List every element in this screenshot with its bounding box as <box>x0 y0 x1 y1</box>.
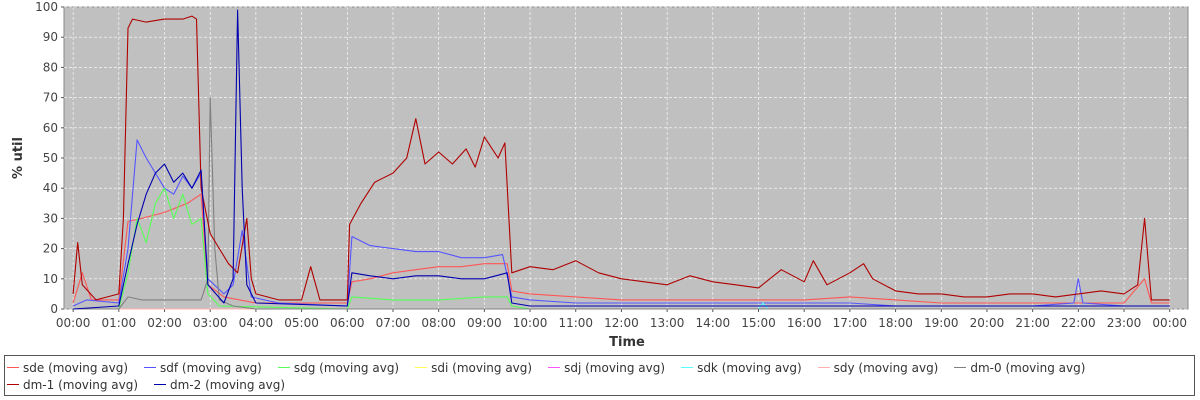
legend-label: dm-0 (moving avg) <box>970 360 1086 375</box>
series-line <box>73 9 1170 310</box>
series-line <box>73 97 1170 310</box>
legend-label: sdy (moving avg) <box>833 360 939 375</box>
legend-item: sdj (moving avg) <box>548 359 665 376</box>
y-tick-label: 20 <box>43 242 58 256</box>
y-tick-label: 90 <box>43 30 58 44</box>
x-tick-label: 03:00 <box>193 316 228 330</box>
legend-item: sdf (moving avg) <box>144 359 262 376</box>
x-tick-label: 22:00 <box>1061 316 1096 330</box>
legend-label: dm-1 (moving avg) <box>23 377 139 392</box>
series-line <box>72 193 1170 304</box>
legend-swatch <box>548 367 561 368</box>
x-tick-label: 20:00 <box>970 316 1005 330</box>
x-tick-label: 01:00 <box>102 316 137 330</box>
x-tick-label: 10:00 <box>513 316 548 330</box>
x-tick-label: 14:00 <box>696 316 731 330</box>
legend-item: sdg (moving avg) <box>277 359 400 376</box>
legend-swatch <box>415 367 428 368</box>
x-tick-label: 21:00 <box>1015 316 1050 330</box>
legend-item: sdy (moving avg) <box>817 359 939 376</box>
x-tick-label: 23:00 <box>1107 316 1142 330</box>
legend-swatch <box>681 367 694 368</box>
legend-swatch <box>154 384 167 385</box>
legend-label: sdg (moving avg) <box>293 360 400 375</box>
x-tick-label: 17:00 <box>833 316 868 330</box>
x-tick-label: 18:00 <box>878 316 913 330</box>
x-axis: 00:00 01:00 02:00 03:00 04:00 05:00 06:00 07:00… <box>56 309 1187 330</box>
legend-item: dm-1 (moving avg) <box>7 376 138 393</box>
legend-item: dm-0 (moving avg) <box>954 359 1085 376</box>
x-tick-label: 19:00 <box>924 316 959 330</box>
y-tick-label: 10 <box>43 272 58 286</box>
y-tick-label: 70 <box>43 91 58 105</box>
y-tick-label: 0 <box>50 302 58 316</box>
line-chart: 0 10 20 30 40 50 60 70 80 90 100 00:00 01:00 02:00 03… <box>11 0 1189 350</box>
x-axis-label: Time <box>609 335 645 350</box>
legend-swatch <box>817 367 830 368</box>
legend-item: sdi (moving avg) <box>415 359 532 376</box>
x-tick-label: 00:00 <box>1152 316 1187 330</box>
y-tick-label: 40 <box>43 181 58 195</box>
series-line <box>73 187 1170 310</box>
legend-item: sdk (moving avg) <box>681 359 802 376</box>
y-tick-label: 30 <box>43 211 58 225</box>
legend-label: sde (moving avg) <box>23 360 129 375</box>
x-tick-label: 13:00 <box>650 316 685 330</box>
legend-swatch <box>954 367 967 368</box>
legend-swatch <box>277 367 290 368</box>
x-tick-label: 08:00 <box>421 316 456 330</box>
x-tick-label: 04:00 <box>239 316 274 330</box>
y-axis: 0 10 20 30 40 50 60 70 80 90 100 <box>35 0 64 316</box>
legend: sde (moving avg) sdf (moving avg) sdg (mov… <box>4 355 1195 396</box>
x-tick-label: 02:00 <box>147 316 182 330</box>
legend-label: sdi (moving avg) <box>431 360 533 375</box>
x-tick-label: 11:00 <box>558 316 593 330</box>
x-tick-label: 09:00 <box>467 316 502 330</box>
legend-item: dm-2 (moving avg) <box>154 376 285 393</box>
y-tick-label: 60 <box>43 121 58 135</box>
legend-swatch <box>7 367 19 368</box>
legend-label: dm-2 (moving avg) <box>170 377 286 392</box>
legend-label: sdf (moving avg) <box>160 360 262 375</box>
legend-swatch <box>7 384 19 385</box>
x-tick-label: 07:00 <box>376 316 411 330</box>
series-line <box>72 15 1170 301</box>
legend-label: sdk (moving avg) <box>697 360 802 375</box>
x-tick-label: 00:00 <box>56 316 91 330</box>
series-lines <box>72 9 1170 310</box>
x-tick-label: 15:00 <box>741 316 776 330</box>
y-tick-label: 50 <box>43 151 58 165</box>
y-axis-label: % util <box>11 137 26 179</box>
legend-item: sde (moving avg) <box>7 359 128 376</box>
x-tick-label: 16:00 <box>787 316 822 330</box>
y-tick-label: 100 <box>35 0 58 14</box>
legend-swatch <box>144 367 157 368</box>
x-tick-label: 05:00 <box>284 316 319 330</box>
x-tick-label: 12:00 <box>604 316 639 330</box>
legend-label: sdj (moving avg) <box>564 360 666 375</box>
x-tick-label: 06:00 <box>330 316 365 330</box>
y-tick-label: 80 <box>43 60 58 74</box>
